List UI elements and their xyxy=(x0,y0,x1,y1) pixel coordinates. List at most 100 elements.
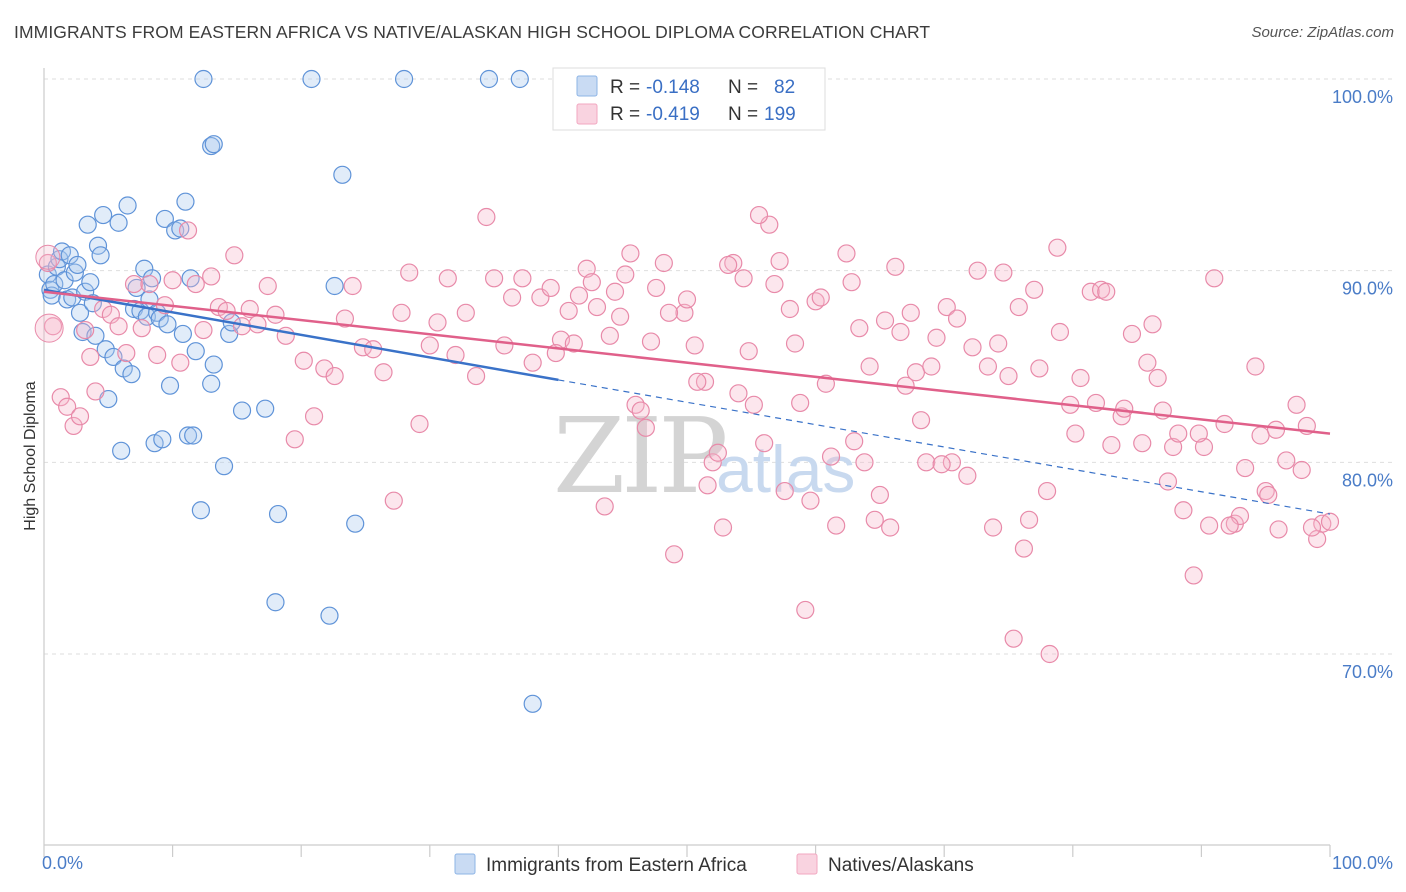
stats-legend-box xyxy=(552,67,826,131)
natives-point-80 xyxy=(734,269,753,288)
natives-point-155 xyxy=(1066,424,1085,443)
eastern-africa-point-22 xyxy=(94,205,113,225)
natives-point-55 xyxy=(495,336,514,355)
natives-point-190 xyxy=(659,303,679,322)
stats-legend: R = -0.148 N = 82 R = -0.419 N = 199 xyxy=(552,67,826,131)
eastern-africa-point-73 xyxy=(510,69,529,89)
x-tick-label-100: 100.0% xyxy=(1332,853,1393,873)
natives-point-133 xyxy=(1277,451,1296,470)
natives-point-111 xyxy=(1050,322,1070,342)
y-axis-label: High School Diploma xyxy=(22,381,39,531)
natives-point-60 xyxy=(541,278,560,298)
natives-point-75 xyxy=(685,336,704,355)
natives-point-12 xyxy=(117,343,136,363)
natives-point-13 xyxy=(124,274,144,294)
natives-point-163 xyxy=(963,338,982,357)
natives-point-94 xyxy=(875,311,895,330)
natives-point-142 xyxy=(1259,485,1278,505)
eastern-africa-point-30 xyxy=(122,365,141,384)
natives-point-large-b xyxy=(35,244,61,270)
natives-point-35 xyxy=(304,407,324,426)
eastern-africa-point-59 xyxy=(214,457,234,476)
natives-point-85 xyxy=(785,334,805,353)
natives-point-65 xyxy=(587,297,607,317)
natives-point-38 xyxy=(335,309,355,328)
natives-point-165 xyxy=(932,455,951,474)
natives-point-22 xyxy=(194,320,213,340)
natives-point-183 xyxy=(739,342,758,361)
natives-point-69 xyxy=(626,395,645,414)
legend-label-eastern-africa: Immigrants from Eastern Africa xyxy=(486,855,747,876)
eastern-africa-point-52 xyxy=(186,342,205,361)
natives-point-176 xyxy=(811,288,830,307)
natives-point-90 xyxy=(837,244,856,263)
natives-point-124 xyxy=(1184,566,1203,585)
natives-point-130 xyxy=(1246,357,1265,376)
natives-point-149 xyxy=(1158,472,1178,491)
natives-point-185 xyxy=(719,255,738,275)
natives-point-177 xyxy=(801,491,820,510)
eastern-africa-point-67 xyxy=(325,276,344,296)
legend-swatch-eastern-africa xyxy=(454,853,476,875)
eastern-africa-point-50 xyxy=(181,269,200,288)
natives-point-134 xyxy=(1287,395,1306,414)
natives-point-31 xyxy=(266,305,285,324)
natives-point-178 xyxy=(791,393,810,413)
natives-point-132 xyxy=(1266,420,1286,439)
natives-point-45 xyxy=(400,263,419,282)
natives-point-64 xyxy=(577,259,596,278)
natives-point-151 xyxy=(1138,353,1157,372)
natives-point-162 xyxy=(983,518,1003,537)
natives-point-47 xyxy=(420,336,439,355)
natives-point-4 xyxy=(64,416,83,436)
eastern-africa-point-68 xyxy=(333,165,352,184)
x-tick-labels: 0.0% 100.0% xyxy=(42,853,1393,873)
natives-point-113 xyxy=(1071,368,1090,388)
stats-legend-swatch-pink xyxy=(576,103,598,125)
natives-point-147 xyxy=(1189,424,1208,443)
natives-point-82 xyxy=(755,434,774,453)
eastern-africa-point-9 xyxy=(60,246,79,265)
eastern-africa-point-43 xyxy=(158,315,177,334)
natives-point-129 xyxy=(1236,458,1255,478)
trend-line-eastern-africa xyxy=(43,288,559,382)
natives-point-86 xyxy=(796,600,815,620)
natives-point-109 xyxy=(1030,359,1049,378)
natives-point-174 xyxy=(842,273,861,292)
natives-point-100 xyxy=(937,297,956,317)
eastern-africa-point-42 xyxy=(155,209,174,229)
natives-point-175 xyxy=(821,447,841,466)
eastern-africa-point-57 xyxy=(202,374,221,393)
natives-point-67 xyxy=(605,282,625,301)
natives-point-54 xyxy=(485,269,504,288)
legend-label-natives: Natives/Alaskans xyxy=(828,855,974,876)
natives-point-18 xyxy=(163,271,182,290)
eastern-africa-point-63 xyxy=(256,399,275,418)
natives-point-161 xyxy=(994,263,1013,282)
eastern-africa-point-64 xyxy=(266,593,285,612)
natives-point-196 xyxy=(582,273,601,292)
natives-point-3 xyxy=(58,397,77,416)
eastern-africa-point-19 xyxy=(86,326,105,345)
natives-point-83 xyxy=(765,274,784,294)
series-eastern-africa-points xyxy=(38,69,542,713)
eastern-africa-point-7 xyxy=(55,271,74,290)
natives-point-19 xyxy=(171,353,190,372)
natives-point-95 xyxy=(886,257,905,276)
eastern-africa-point-70 xyxy=(346,514,365,533)
natives-point-53 xyxy=(477,207,496,227)
natives-point-170 xyxy=(881,518,900,537)
eastern-africa-point-51 xyxy=(184,426,203,445)
natives-point-72 xyxy=(654,253,673,273)
natives-point-50 xyxy=(446,345,465,365)
natives-point-92 xyxy=(855,453,874,472)
chart-title: IMMIGRANTS FROM EASTERN AFRICA VS NATIVE… xyxy=(14,22,931,42)
natives-point-56 xyxy=(503,288,522,307)
natives-point-152 xyxy=(1115,399,1134,418)
eastern-africa-point-54 xyxy=(194,69,213,89)
natives-point-122 xyxy=(1164,437,1183,457)
natives-point-195 xyxy=(600,326,619,345)
natives-point-120 xyxy=(1143,315,1162,334)
natives-point-30 xyxy=(258,276,277,296)
